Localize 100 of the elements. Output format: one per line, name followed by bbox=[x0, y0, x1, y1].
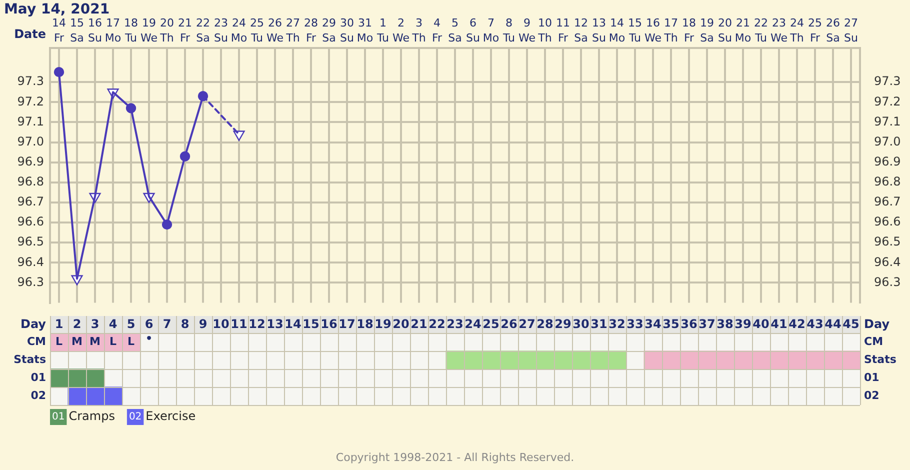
x-tick-label: 19 Sa bbox=[700, 16, 714, 44]
x-tick-label: 15 bbox=[302, 317, 320, 332]
y2-tick-label: 96.8 bbox=[874, 174, 901, 189]
category-label: 01 bbox=[52, 412, 65, 423]
x-tick-label: 31 bbox=[590, 317, 608, 332]
x-tick-label: 8 bbox=[180, 317, 190, 332]
x-tick-label: 33 bbox=[626, 317, 644, 332]
y-tick-label: 96.7 bbox=[17, 194, 44, 209]
y2-tick-label: 97.2 bbox=[874, 94, 901, 108]
x-tick-label: 3 bbox=[90, 317, 100, 332]
x-tick-label: 40 bbox=[752, 317, 770, 332]
x-tick-label: 20 Th bbox=[159, 16, 174, 44]
x-tick-label: 4 Fr bbox=[432, 16, 442, 44]
y-tick-label: 96.6 bbox=[17, 214, 44, 229]
y-tick-label: 96.3 bbox=[17, 274, 44, 289]
x-tick-label: 27 Th bbox=[285, 16, 300, 44]
x-tick-label: 15 Sa bbox=[70, 16, 84, 44]
x-tick-label: 26 Sa bbox=[826, 16, 840, 44]
x-tick-label: 16 We bbox=[644, 16, 662, 44]
x-tick-label: 1 Tu bbox=[376, 16, 390, 44]
text: Copyright 1998-2021 - All Rights Reserved. bbox=[336, 450, 574, 464]
x-tick-label: 2 bbox=[72, 317, 82, 332]
y-tick-label: 97.3 bbox=[17, 74, 44, 88]
x-tick-label: 21 Fr bbox=[178, 16, 192, 44]
x-tick-label: 6 bbox=[144, 317, 154, 332]
y-tick-label: 97.2 bbox=[17, 94, 44, 108]
x-tick-label: 5 Sa bbox=[448, 16, 462, 44]
annotation: M bbox=[90, 334, 100, 348]
x-tick-label: 25 Tu bbox=[250, 16, 264, 44]
y-tick-label: 02 bbox=[30, 388, 46, 402]
x-tick-label: 30 Su bbox=[340, 16, 354, 44]
x-tick-label: 22 Tu bbox=[754, 16, 768, 44]
x-tick-label: 36 bbox=[680, 317, 698, 332]
x-tick-label: 14 Fr bbox=[52, 16, 66, 44]
y2-tick-label: 96.4 bbox=[874, 254, 901, 269]
x-tick-label: 24 Mo bbox=[230, 16, 248, 44]
x-tick-label: 38 bbox=[716, 317, 734, 332]
x-tick-label: 24 Th bbox=[789, 16, 804, 44]
x-tick-label: 3 Th bbox=[411, 16, 426, 44]
x-tick-label: 32 bbox=[608, 317, 626, 332]
x-tick-label: 7 bbox=[162, 317, 172, 332]
x-tick-label: 5 bbox=[126, 317, 136, 332]
x-tick-label: 27 Su bbox=[844, 16, 858, 44]
x-tick-label: 23 Su bbox=[214, 16, 228, 44]
y-tick-label: 96.4 bbox=[17, 254, 44, 269]
x-tick-label: 23 We bbox=[770, 16, 788, 44]
y2-tick-label: 97.1 bbox=[874, 114, 901, 128]
x-tick-label: 29 Sa bbox=[322, 16, 336, 44]
x-tick-label: 12 Sa bbox=[574, 16, 588, 44]
annotation: M bbox=[72, 334, 82, 348]
y-tick-label: CM bbox=[26, 334, 46, 348]
y-tick-label: 96.8 bbox=[17, 174, 44, 189]
x-tick-label: 30 bbox=[572, 317, 590, 332]
x-tick-label: 11 Fr bbox=[556, 16, 570, 44]
x-tick-label: 22 bbox=[428, 317, 446, 332]
x-axis-title: Date bbox=[14, 27, 46, 42]
chart-title: May 14, 2021 bbox=[4, 2, 110, 18]
x-tick-label: 24 bbox=[464, 317, 482, 332]
category-label: Stats bbox=[864, 352, 896, 366]
x-tick-label: 10 Th bbox=[537, 16, 552, 44]
x-tick-label: 25 bbox=[482, 317, 500, 332]
x-tick-label: 20 Su bbox=[718, 16, 732, 44]
y-tick-label: 96.9 bbox=[17, 154, 44, 168]
x-tick-label: 43 bbox=[806, 317, 824, 332]
x-tick-label: 21 bbox=[410, 317, 428, 332]
x-tick-label: 35 bbox=[662, 317, 680, 332]
x-tick-label: 8 Tu bbox=[502, 16, 516, 44]
x-tick-label: 7 Mo bbox=[482, 16, 500, 44]
x-tick-label: 21 Mo bbox=[734, 16, 752, 44]
y2-tick-label: 96.7 bbox=[874, 194, 901, 209]
category-label: 02 bbox=[864, 388, 880, 402]
x-tick-label: 29 bbox=[554, 317, 572, 332]
y-tick-label: Stats bbox=[14, 352, 46, 366]
y2-tick-label: 96.9 bbox=[874, 154, 901, 168]
x-tick-label: 27 bbox=[518, 317, 536, 332]
x-tick-label: 17 bbox=[338, 317, 356, 332]
y-tick-label: 97.0 bbox=[17, 134, 44, 148]
y2-tick-label: 96.3 bbox=[874, 274, 901, 289]
x-tick-label: 25 Fr bbox=[808, 16, 822, 44]
x-tick-label: 26 We bbox=[266, 16, 284, 44]
x-tick-label: 19 bbox=[374, 317, 392, 332]
x-tick-label: 11 bbox=[230, 317, 248, 332]
x-tick-label: 16 bbox=[320, 317, 338, 332]
x-tick-label: 18 Tu bbox=[124, 16, 138, 44]
x-tick-label: 4 bbox=[108, 317, 118, 332]
y-tick-label: 97.1 bbox=[17, 114, 44, 128]
x-tick-label: 44 bbox=[824, 317, 842, 332]
x-tick-label: 28 Fr bbox=[304, 16, 318, 44]
annotation: L bbox=[127, 334, 135, 348]
x-tick-label: 9 We bbox=[518, 16, 536, 44]
x-tick-label: 45 bbox=[842, 317, 860, 332]
x-tick-label: 28 bbox=[536, 317, 554, 332]
x-tick-label: 16 Su bbox=[88, 16, 102, 44]
x-tick-label: 13 Su bbox=[592, 16, 606, 44]
y2-tick-label: 96.6 bbox=[874, 214, 901, 229]
category-label: CM bbox=[864, 334, 884, 348]
x-tick-label: 42 bbox=[788, 317, 806, 332]
x-tick-label: 14 bbox=[284, 317, 302, 332]
x-tick-label: 15 Tu bbox=[628, 16, 642, 44]
legend-label: Exercise bbox=[146, 409, 196, 424]
